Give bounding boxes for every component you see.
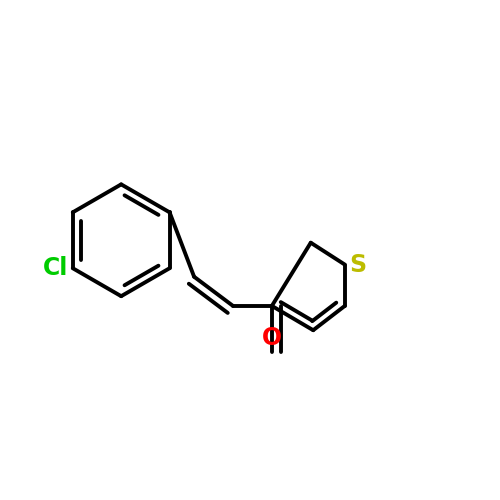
- Text: S: S: [350, 252, 367, 276]
- Text: Cl: Cl: [42, 256, 68, 280]
- Text: O: O: [262, 326, 282, 349]
